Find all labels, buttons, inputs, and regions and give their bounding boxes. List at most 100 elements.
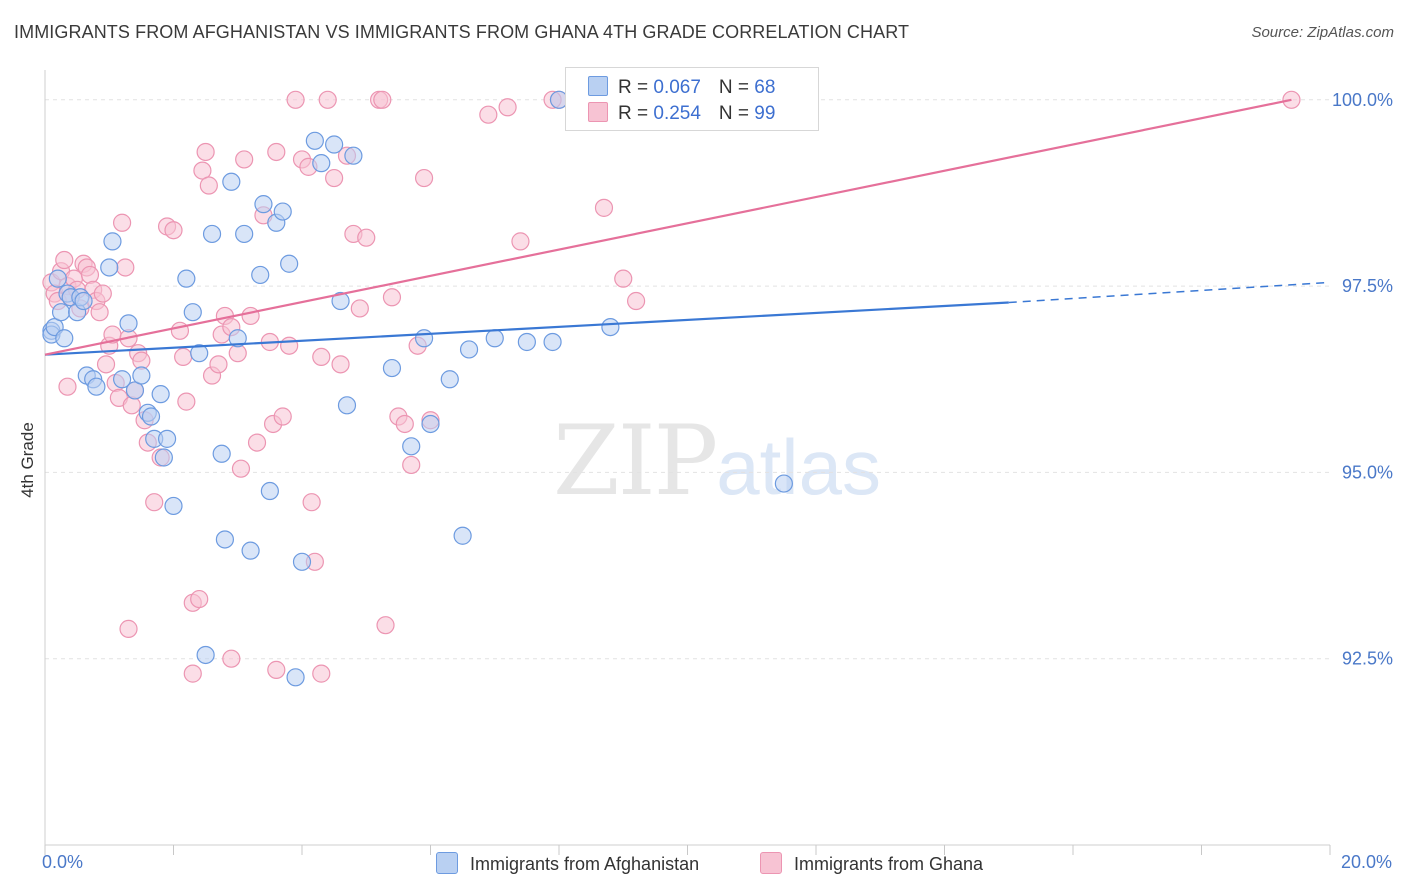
ghana-point-66 — [325, 168, 344, 188]
afghanistan-point-42 — [280, 254, 299, 273]
y-tick-label-1: 95.0% — [1342, 462, 1393, 482]
afghanistan-point-4 — [51, 303, 71, 322]
afghanistan-point-5 — [55, 329, 74, 348]
afghanistan-point-10 — [74, 291, 93, 311]
ghana-point-71 — [357, 228, 376, 247]
afghanistan-point-60 — [517, 332, 536, 352]
afghanistan-point-35 — [235, 224, 254, 244]
ghana-point-85 — [312, 664, 331, 683]
ghana-point-25 — [122, 396, 141, 415]
afghanistan-point-38 — [254, 195, 273, 214]
afghanistan-point-14 — [100, 258, 119, 277]
afghanistan-points — [42, 90, 793, 687]
ghana-point-39 — [190, 589, 209, 609]
afghanistan-point-44 — [305, 131, 324, 150]
afghanistan-point-54 — [414, 329, 434, 348]
afghanistan-point-30 — [202, 224, 222, 244]
afghanistan-point-28 — [183, 303, 202, 322]
ghana-point-44 — [209, 355, 228, 374]
ghana-point-82 — [119, 619, 138, 638]
watermark-atlas: atlas — [716, 423, 881, 511]
ghana-trend-line — [44, 98, 1292, 356]
afghanistan-point-16 — [112, 370, 132, 389]
ghana-point-89 — [511, 232, 530, 251]
ghana-point-36 — [174, 347, 193, 366]
ghana-point-49 — [231, 459, 251, 478]
ghana-point-73 — [373, 90, 392, 109]
ghana-point-12 — [80, 265, 100, 285]
ghana-point-67 — [331, 355, 350, 374]
ghana-point-59 — [286, 90, 305, 109]
afghanistan-point-46 — [325, 135, 344, 154]
afghanistan-point-56 — [440, 370, 459, 389]
ghana-point-87 — [222, 649, 241, 668]
afghanistan-point-51 — [286, 668, 305, 687]
x-tick-label-max: 20.0% — [1340, 852, 1392, 872]
afghanistan-point-34 — [228, 329, 247, 348]
chart-title: IMMIGRANTS FROM AFGHANISTAN VS IMMIGRANT… — [14, 22, 910, 42]
y-tick-label-2: 97.5% — [1342, 276, 1393, 296]
ghana-point-42 — [199, 176, 218, 195]
afghanistan-point-67 — [774, 474, 793, 493]
afghanistan-point-23 — [151, 385, 170, 404]
ghana-point-16 — [93, 284, 112, 303]
afghanistan-point-27 — [177, 269, 196, 288]
ghana-point-70 — [350, 299, 369, 318]
trend-lines — [44, 98, 1331, 356]
afghanistan-point-58 — [459, 340, 479, 359]
ghana-point-4 — [55, 250, 74, 270]
afghanistan-point-29 — [190, 344, 209, 363]
ghana-point-15 — [90, 303, 109, 322]
ghana-point-74 — [376, 616, 395, 635]
ghana-point-88 — [479, 105, 498, 124]
afghanistan-point-48 — [337, 396, 357, 415]
afghanistan-point-17 — [119, 314, 138, 333]
ghana-point-57 — [273, 407, 292, 426]
afghanistan-point-24 — [154, 448, 173, 467]
afghanistan-point-61 — [543, 332, 562, 352]
ghana-point-84 — [267, 660, 286, 679]
ghana-point-56 — [267, 142, 286, 162]
ghana-point-95 — [594, 198, 614, 217]
afghanistan-point-36 — [241, 541, 260, 560]
bottom-legend-swatch-ghana — [760, 852, 782, 874]
y-axis-label: 4th Grade — [18, 422, 37, 498]
axes — [44, 70, 1331, 855]
y-tick-labels: 92.5% 95.0% 97.5% 100.0% — [1332, 90, 1393, 669]
ghana-point-86 — [58, 377, 77, 396]
legend-n-afghanistan: 68 — [754, 77, 776, 98]
ghana-point-83 — [183, 664, 202, 683]
afghanistan-point-55 — [421, 414, 440, 434]
afghanistan-point-49 — [344, 146, 363, 165]
afghanistan-point-59 — [485, 329, 504, 348]
afghanistan-point-25 — [157, 429, 177, 448]
watermark: ZIPatlas — [553, 405, 881, 517]
watermark-zip: ZIP — [553, 405, 718, 517]
ghana-point-77 — [395, 414, 414, 434]
ghana-point-64 — [312, 347, 331, 366]
ghana-point-41 — [196, 142, 215, 162]
legend-r-ghana: 0.254 — [653, 103, 701, 124]
afghanistan-point-52 — [382, 358, 402, 378]
afghanistan-point-45 — [312, 154, 331, 173]
ghana-point-17 — [96, 355, 116, 374]
legend-swatch-ghana — [588, 102, 608, 122]
ghana-point-22 — [112, 213, 132, 232]
bottom-legend-swatch-afghanistan — [436, 852, 458, 874]
ghana-point-37 — [177, 392, 196, 411]
source-credit: Source: ZipAtlas.com — [1251, 24, 1394, 41]
ghana-point-52 — [247, 433, 267, 452]
afghanistan-point-64 — [601, 317, 620, 337]
afghanistan-point-39 — [260, 481, 279, 501]
afghanistan-point-19 — [132, 366, 151, 385]
ghana-point-97 — [626, 291, 646, 311]
legend-r-afghanistan: 0.067 — [653, 77, 701, 98]
ghana-point-58 — [280, 336, 299, 355]
bottom-legend: Immigrants from Afghanistan Immigrants f… — [0, 852, 1406, 878]
legend-swatch-afghanistan — [588, 76, 608, 96]
y-tick-label-3: 100.0% — [1332, 90, 1393, 110]
stats-legend: R = 0.067 N = 68 R = 0.254 N = 99 — [565, 67, 819, 131]
afghanistan-point-33 — [222, 172, 241, 191]
afghanistan-trend-line — [44, 301, 1009, 356]
